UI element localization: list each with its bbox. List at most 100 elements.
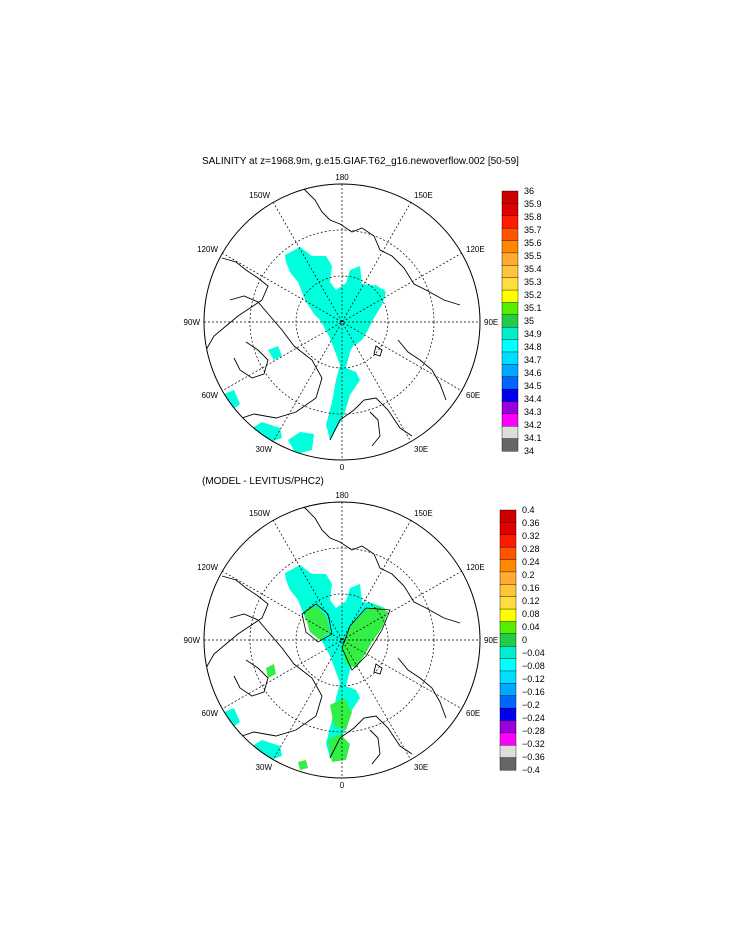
bottom-colorbar-swatch	[499, 633, 517, 647]
bottom-neg-anomaly-region	[285, 565, 385, 758]
top-colorbar-label: 34.9	[524, 329, 542, 339]
bottom-graticule	[204, 502, 480, 778]
top-lon-label-30e: 30E	[414, 445, 428, 454]
top-colorbar-swatch	[501, 240, 519, 254]
top-lon-label-180: 180	[335, 173, 349, 182]
top-colorbar: 36 35.9 35.8 35.7 35.6 35.5 35.4 35.3 35.2 35.1 35…	[501, 186, 542, 456]
top-lon-label-150e: 150E	[414, 191, 433, 200]
bottom-lon-label-60w: 60W	[202, 709, 219, 718]
bottom-colorbar-label: −0.04	[522, 648, 545, 658]
top-colorbar-label: 35.9	[524, 199, 542, 209]
top-graticule	[204, 184, 480, 460]
bottom-colorbar-swatch	[499, 509, 517, 523]
bottom-colorbar-swatch	[499, 584, 517, 598]
top-colorbar-label: 34.5	[524, 381, 542, 391]
bottom-pos-anomaly-region-greenland	[298, 760, 308, 770]
top-colorbar-label: 34.8	[524, 342, 542, 352]
top-colorbar-label: 35	[524, 316, 534, 326]
top-colorbar-label: 35.8	[524, 212, 542, 222]
top-colorbar-label: 36	[524, 186, 534, 196]
bottom-colorbar-swatch	[499, 658, 517, 672]
bottom-pos-anomaly-region-basin	[304, 606, 330, 640]
top-salinity-region-baffin	[268, 346, 282, 360]
bottom-lon-label-180: 180	[335, 491, 349, 500]
top-colorbar-label: 35.6	[524, 238, 542, 248]
top-colorbar-label: 34.4	[524, 394, 542, 404]
bottom-colorbar-swatch	[499, 645, 517, 660]
bottom-colorbar-label: 0.2	[522, 570, 535, 580]
bottom-colorbar-swatch	[499, 596, 517, 610]
top-colorbar-label: 34.1	[524, 433, 542, 443]
top-colorbar-label: 34.6	[524, 368, 542, 378]
top-colorbar-swatch	[501, 401, 519, 415]
bottom-colorbar-swatch	[499, 707, 517, 721]
bottom-colorbar-swatch	[499, 621, 517, 635]
top-lon-label-90e: 90E	[484, 318, 498, 327]
bottom-colorbar-swatch	[499, 522, 517, 536]
top-colorbar-swatch	[501, 351, 519, 365]
bottom-lon-label-0: 0	[340, 781, 345, 790]
bottom-lon-label-30e: 30E	[414, 763, 428, 772]
top-colorbar-swatch	[501, 326, 519, 341]
top-colorbar-swatch	[501, 277, 519, 291]
top-colorbar-swatch	[501, 426, 519, 440]
bottom-colorbar-label: 0.28	[522, 544, 540, 554]
top-colorbar-label: 35.2	[524, 290, 542, 300]
bottom-lon-label-120w: 120W	[197, 563, 218, 572]
top-colorbar-swatch	[501, 227, 519, 242]
bottom-lon-label-90w: 90W	[184, 636, 201, 645]
bottom-pos-anomaly-region-fram	[330, 698, 352, 730]
top-lon-label-60w: 60W	[202, 391, 219, 400]
top-colorbar-label: 35.7	[524, 225, 542, 235]
top-colorbar-swatch	[501, 438, 519, 452]
top-colorbar-swatch	[501, 203, 519, 217]
bottom-colorbar-label: −0.24	[522, 713, 545, 723]
bottom-colorbar-label: 0.16	[522, 583, 540, 593]
bottom-lon-label-150e: 150E	[414, 509, 433, 518]
bottom-colorbar-label: 0.32	[522, 531, 540, 541]
bottom-pos-anomaly-region-lomonosov	[342, 606, 388, 668]
bottom-colorbar-label: −0.16	[522, 687, 545, 697]
top-salinity-region-greenland-sea	[288, 432, 314, 454]
top-colorbar-label: 35.1	[524, 303, 542, 313]
bottom-colorbar-swatch	[499, 720, 517, 734]
top-title: SALINITY at z=1968.9m, g.e15.GIAF.T62_g1…	[202, 156, 519, 167]
bottom-colorbar-swatch	[499, 757, 517, 771]
bottom-colorbar-label: 0	[522, 635, 527, 645]
bottom-colorbar-swatch	[499, 695, 517, 709]
bottom-colorbar-label: −0.4	[522, 765, 540, 775]
top-colorbar-swatch	[501, 364, 519, 378]
bottom-colorbar-swatch	[499, 571, 517, 585]
top-salinity-region-labrador	[222, 390, 240, 410]
bottom-colorbar-swatch	[499, 745, 517, 759]
top-salinity-region-atlantic	[252, 422, 282, 442]
bottom-colorbar-swatch	[499, 683, 517, 697]
top-salinity-region-eurasian-basin	[350, 285, 386, 346]
bottom-lon-label-150w: 150W	[249, 509, 270, 518]
bottom-colorbar-label: −0.08	[522, 661, 545, 671]
bottom-colorbar-label: −0.2	[522, 700, 540, 710]
bottom-polar-map	[203, 501, 481, 779]
bottom-pos-anomaly-region-baffin	[266, 664, 276, 678]
top-colorbar-swatch	[501, 265, 519, 279]
top-colorbar-swatch	[501, 302, 519, 316]
bottom-colorbar: 0.4 0.36 0.32 0.28 0.24 0.2 0.16 0.12 0.08 0.04 0 −…	[499, 505, 545, 775]
bottom-lon-label-90e: 90E	[484, 636, 498, 645]
bottom-colorbar-swatch	[499, 534, 517, 548]
bottom-colorbar-swatch	[499, 546, 517, 561]
bottom-colorbar-swatch	[499, 732, 517, 746]
bottom-colorbar-swatch	[499, 670, 517, 684]
top-colorbar-swatch	[501, 413, 519, 427]
top-lon-label-120w: 120W	[197, 245, 218, 254]
top-colorbar-swatch	[501, 376, 519, 390]
top-colorbar-label: 34.3	[524, 407, 542, 417]
bottom-pos-anomaly-region-nordic	[328, 734, 350, 762]
bottom-colorbar-label: 0.24	[522, 557, 540, 567]
bottom-colorbar-label: 0.4	[522, 505, 535, 515]
bottom-neg-anomaly-region-atlantic	[252, 740, 282, 760]
bottom-colorbar-label: 0.36	[522, 518, 540, 528]
top-lon-label-120e: 120E	[466, 245, 485, 254]
bottom-colorbar-label: −0.32	[522, 739, 545, 749]
top-colorbar-swatch	[501, 215, 519, 229]
bottom-colorbar-swatch	[499, 559, 517, 573]
